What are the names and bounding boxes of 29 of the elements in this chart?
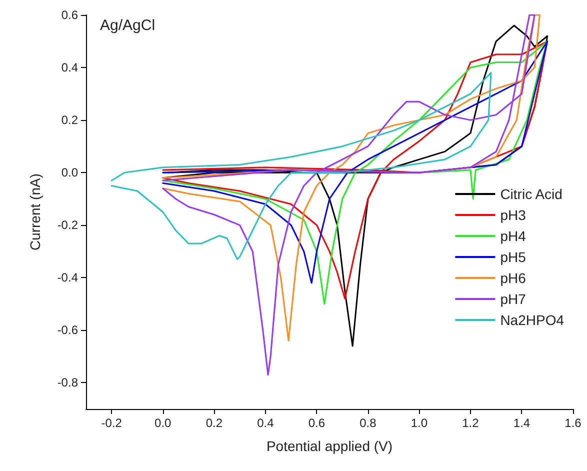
y-axis-title: Current (nA): [27, 173, 43, 251]
legend-label: pH6: [500, 270, 526, 286]
x-tick-label: 1.0: [410, 416, 428, 430]
line-series: [110, 72, 492, 260]
x-tick-label: 1.4: [513, 416, 530, 430]
y-tick-label: 0.6: [61, 8, 78, 22]
y-tick-label: -0.2: [57, 218, 78, 232]
y-tick-label: -0.8: [57, 376, 78, 390]
x-tick-label: 0.4: [257, 416, 274, 430]
x-tick-label: 1.2: [462, 416, 480, 430]
x-tick-label: 0.0: [154, 416, 172, 430]
legend-label: pH5: [500, 249, 526, 265]
x-axis-title: Potential applied (V): [266, 438, 393, 454]
x-tick-label: 1.6: [564, 416, 582, 430]
y-tick-label: -0.4: [57, 270, 78, 285]
legend-label: pH4: [500, 228, 526, 244]
y-tick-label: -0.6: [57, 323, 78, 338]
legend-label: pH3: [500, 207, 526, 223]
legend-label: pH7: [500, 291, 526, 307]
annotation: Ag/AgCl: [100, 17, 156, 34]
y-tick-label: 0.0: [61, 166, 78, 180]
legend-label: Citric Acid: [500, 186, 562, 202]
x-tick-label: -0.2: [101, 416, 122, 430]
legend-label: Na2HPO4: [500, 312, 564, 328]
x-tick-label: 0.6: [308, 416, 326, 430]
y-tick-label: 0.4: [61, 60, 78, 75]
x-tick-label: 0.8: [360, 416, 377, 430]
x-tick-label: 0.2: [206, 416, 223, 430]
y-tick-label: 0.2: [61, 113, 78, 128]
